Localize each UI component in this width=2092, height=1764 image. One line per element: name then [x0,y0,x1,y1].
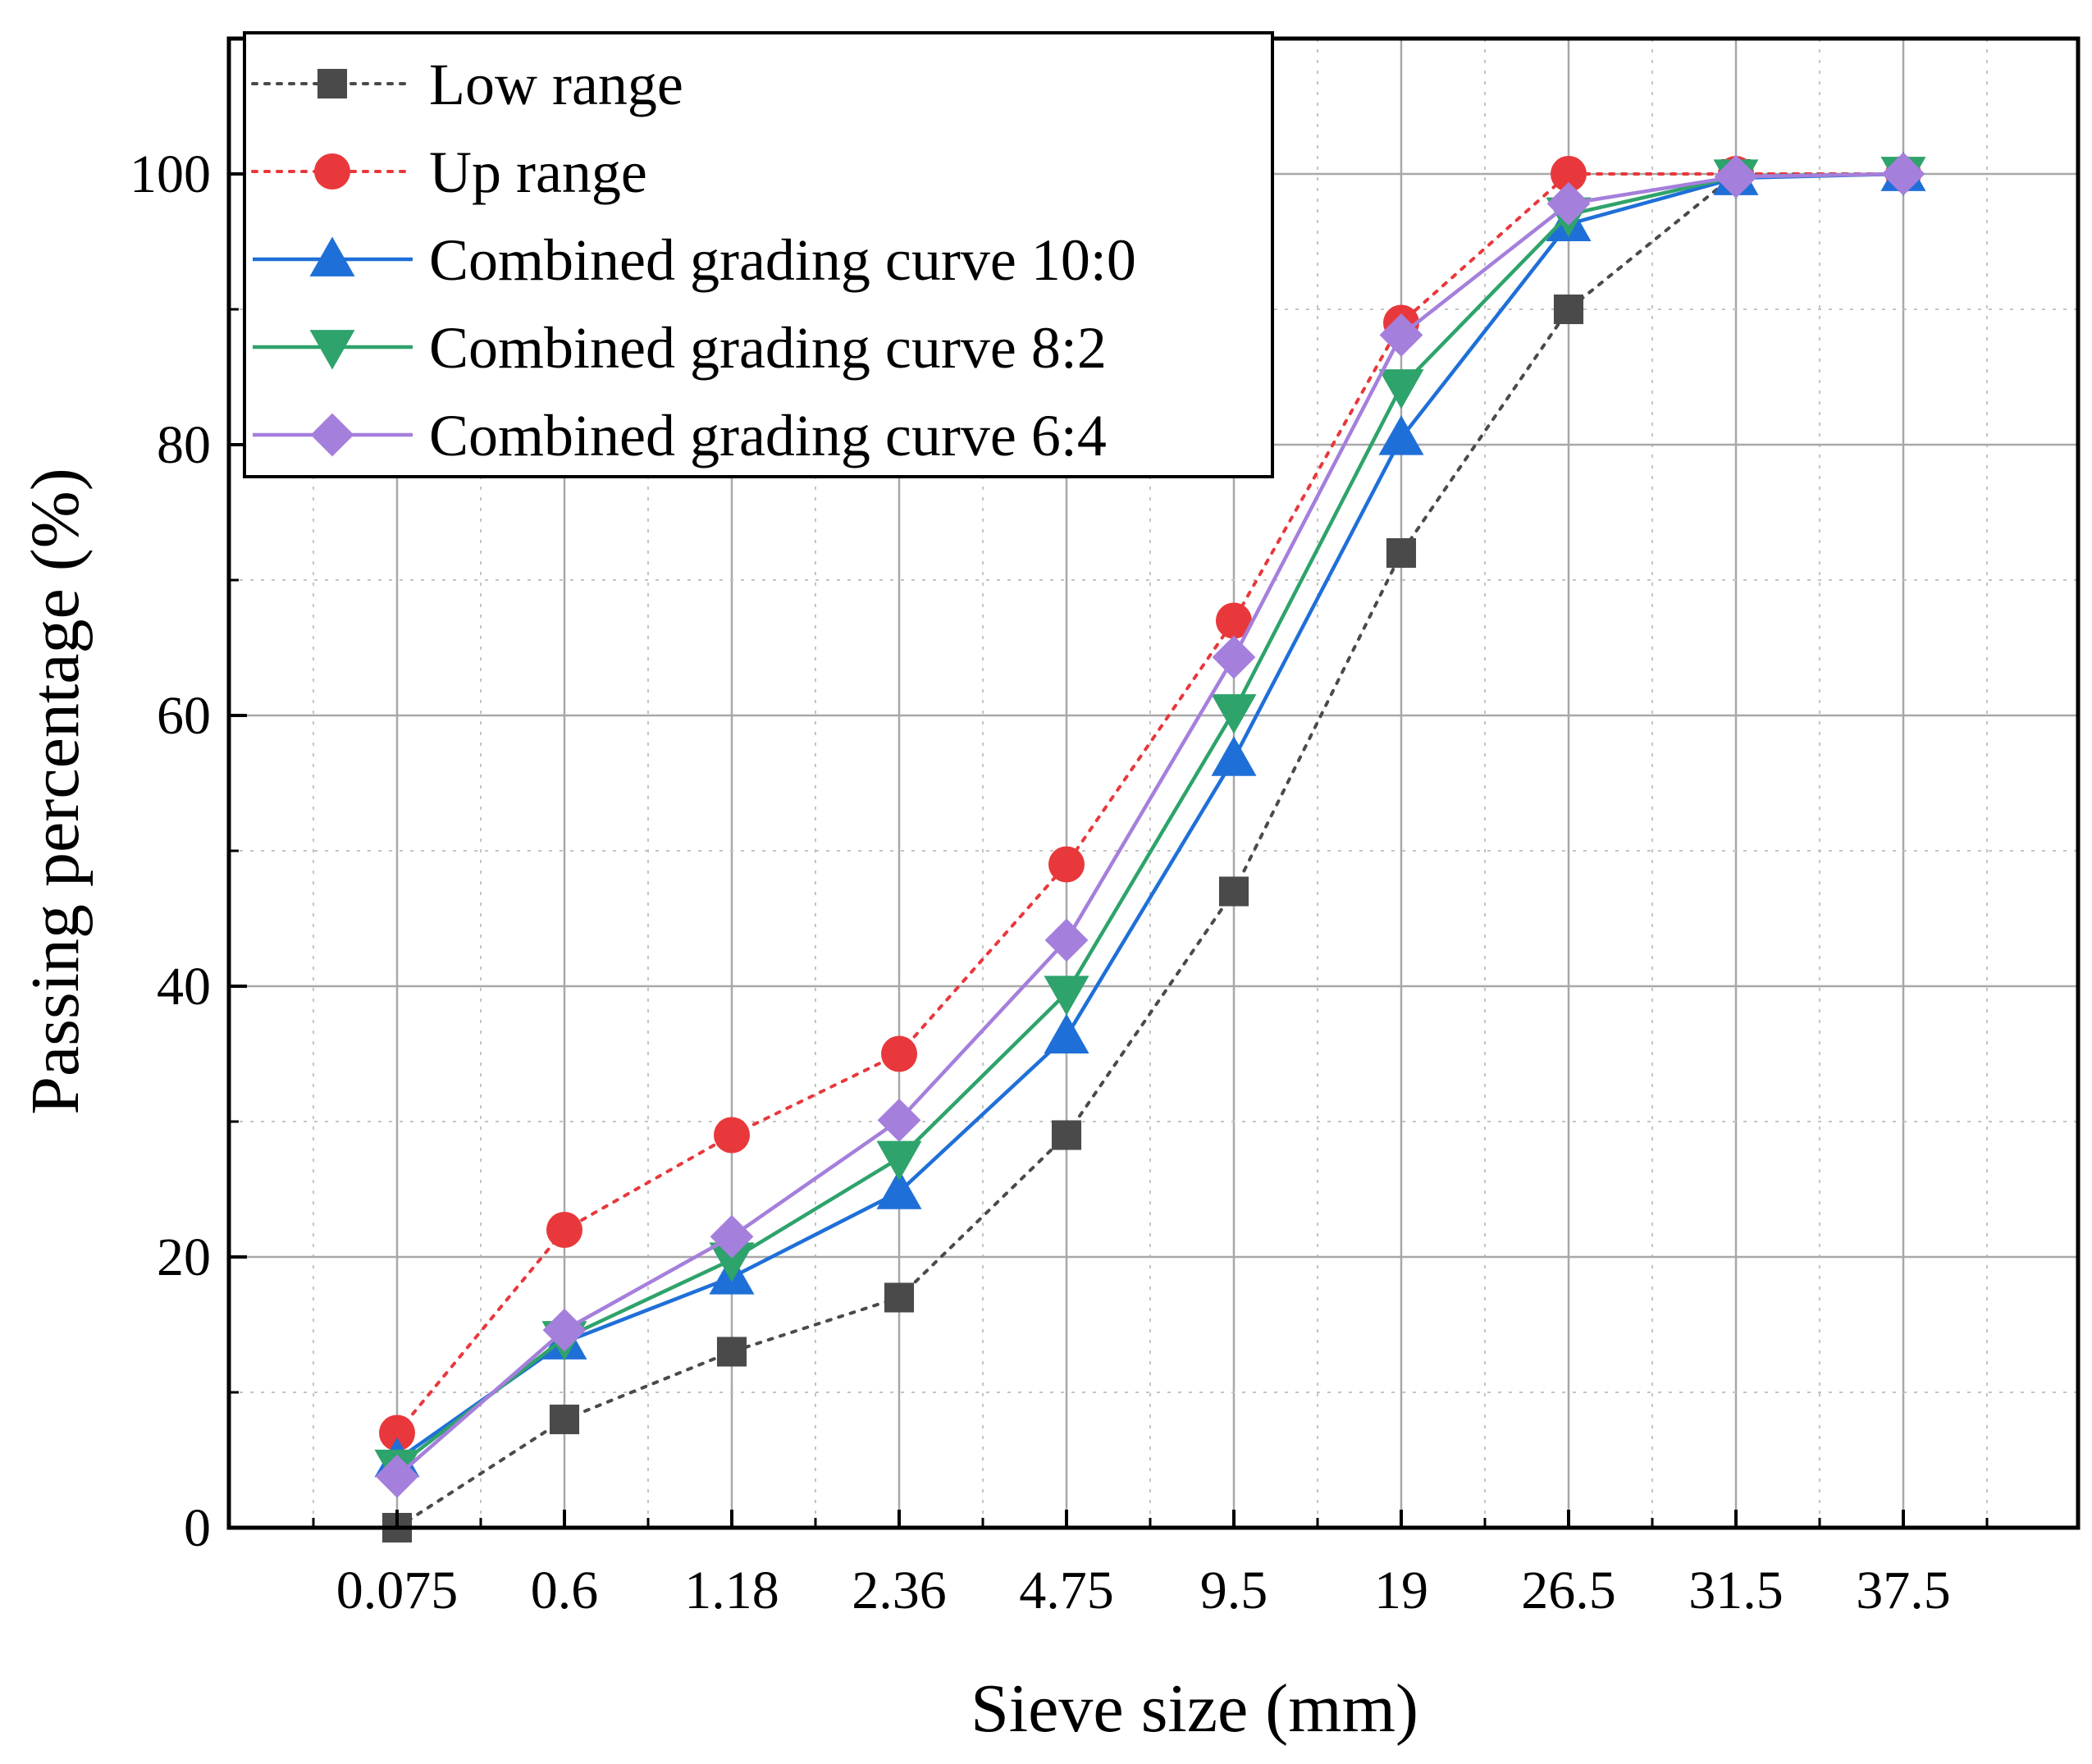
legend: Low range Up range Combined grading curve … [243,31,1274,478]
data-point-marker [710,1214,754,1259]
legend-item: Combined grading curve 6:4 [253,403,1107,468]
data-point-marker [1553,294,1584,325]
data-point-marker [1378,415,1424,455]
series-line [395,171,1904,1462]
series-5 [375,152,1925,1498]
data-point-marker [716,1337,747,1367]
y-tick-label: 60 [157,686,211,746]
legend-marker [310,413,354,457]
data-point-marker [709,1242,755,1282]
data-point-marker [1044,918,1089,962]
legend-marker [317,68,348,99]
x-tick-label: 1.18 [684,1561,779,1620]
data-point-marker [542,1308,587,1352]
x-tick-label: 9.5 [1200,1561,1268,1620]
legend-item: Combined grading curve 10:0 [253,227,1136,293]
x-tick-label: 0.075 [336,1561,459,1620]
series-line [395,171,1904,1469]
legend-label: Combined grading curve 8:2 [429,315,1107,381]
data-point-marker [1386,537,1417,569]
data-point-marker [1378,369,1424,409]
data-point-marker [1379,313,1423,357]
y-tick-label: 100 [130,144,211,204]
data-point-marker [1714,154,1758,199]
data-point-marker [876,1169,922,1209]
series-line [395,172,1905,1435]
x-tick-label: 19 [1374,1561,1428,1620]
legend-item: Low range [251,52,683,117]
legend-label: Up range [429,139,647,205]
data-point-marker [884,1282,915,1313]
data-point-marker [1051,1120,1082,1150]
data-point-marker [1044,976,1089,1016]
data-point-marker [1044,1013,1089,1053]
data-series [374,151,1926,1543]
x-tick-label: 37.5 [1856,1561,1951,1620]
legend-label: Combined grading curve 10:0 [429,227,1136,293]
legend-label: Low range [429,52,683,117]
data-point-marker [1881,152,1925,196]
data-point-marker [714,1117,750,1154]
x-tick-label: 4.75 [1019,1561,1114,1620]
axes: 0 20 40 60 80 100 0.075 0.6 1.18 2.36 4.75 9.5 19 26.… [130,144,1989,1620]
legend-item: Up range [251,139,647,205]
x-tick-label: 2.36 [852,1561,947,1620]
y-axis-title: Passing percentage (%) [17,468,94,1114]
data-point-marker [546,1212,582,1248]
x-axis-title: Sieve size (mm) [971,1670,1418,1747]
series-line [395,172,1905,1529]
data-point-marker [549,1404,580,1435]
data-point-marker [1218,876,1249,907]
y-tick-label: 0 [184,1498,211,1558]
legend-marker [309,330,355,370]
y-tick-label: 40 [157,957,211,1017]
data-point-marker [1211,736,1257,776]
data-point-marker [375,1454,419,1498]
legend-label: Combined grading curve 6:4 [429,403,1107,468]
legend-item: Combined grading curve 8:2 [253,315,1107,381]
data-point-marker [881,1035,917,1072]
data-point-marker [1048,846,1085,883]
data-point-marker [1551,156,1587,192]
x-tick-label: 0.6 [531,1561,599,1620]
data-point-marker [1216,602,1252,639]
y-tick-label: 80 [157,415,211,475]
series-line [395,171,1904,1478]
data-point-marker [877,1098,921,1142]
data-point-marker [1546,181,1591,226]
legend-box [243,31,1274,478]
y-tick-label: 20 [157,1227,211,1287]
x-tick-label: 31.5 [1688,1561,1784,1620]
data-point-marker [1212,635,1256,679]
data-point-marker [379,1414,415,1451]
legend-marker [309,236,355,276]
data-point-marker [1211,694,1257,734]
data-point-marker [876,1140,922,1181]
legend-marker [314,153,350,190]
x-tick-label: 26.5 [1521,1561,1616,1620]
